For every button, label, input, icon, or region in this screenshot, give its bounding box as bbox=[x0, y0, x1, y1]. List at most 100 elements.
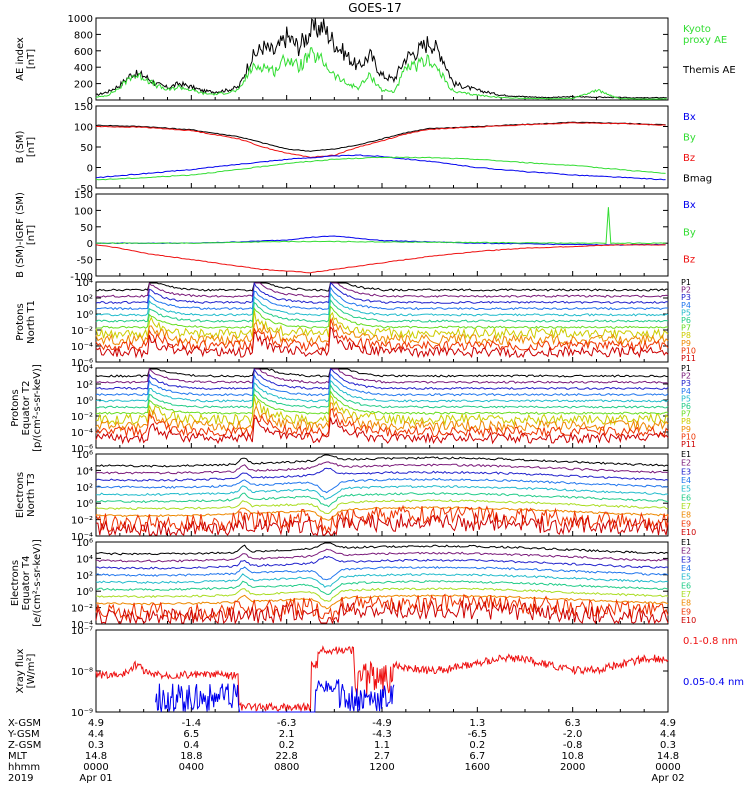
series-by bbox=[96, 207, 666, 245]
series-p6 bbox=[95, 383, 669, 409]
legend-channel-e4: E4 bbox=[681, 476, 691, 485]
x-tick-label: 6.3 bbox=[565, 718, 581, 729]
y-tick-label: 10⁴ bbox=[76, 364, 93, 375]
series-xray-0.05-0.4nm bbox=[155, 679, 395, 713]
legend-entry: Bz bbox=[683, 153, 695, 164]
x-tick-label: 18.8 bbox=[180, 751, 202, 762]
series-e8 bbox=[95, 506, 669, 521]
series-p10 bbox=[95, 407, 669, 439]
y-tick-label: 10⁶ bbox=[76, 450, 93, 461]
series-bx bbox=[95, 154, 666, 181]
x-tick-label: -6.5 bbox=[468, 729, 488, 740]
x-tick-label: 0.2 bbox=[469, 740, 485, 751]
series-e10 bbox=[95, 599, 669, 625]
x-row-label: 2019 bbox=[8, 773, 33, 784]
y-tick-label: 10⁻⁴ bbox=[71, 620, 93, 631]
x-tick-label: 0800 bbox=[274, 762, 299, 773]
legend-channel-p5: P5 bbox=[681, 394, 691, 403]
legend-channel-p8: P8 bbox=[681, 417, 691, 426]
y-tick-label: 100 bbox=[74, 123, 93, 134]
legend-entry: Kyoto bbox=[683, 24, 711, 35]
y-axis-label: North T3 bbox=[26, 473, 37, 517]
y-tick-label: 10⁻² bbox=[71, 604, 93, 615]
series-p3 bbox=[95, 368, 669, 390]
x-tick-label: 1200 bbox=[369, 762, 394, 773]
legend-entry: 0.05-0.4 nm bbox=[683, 677, 744, 688]
x-tick-label: 6.5 bbox=[183, 729, 199, 740]
y-tick-label: 10⁻² bbox=[71, 326, 93, 337]
x-tick-label: -1.4 bbox=[182, 718, 202, 729]
x-tick-label: 0400 bbox=[179, 762, 204, 773]
x-tick-label: 1600 bbox=[465, 762, 490, 773]
series-p3 bbox=[95, 281, 669, 304]
y-tick-label: 800 bbox=[74, 30, 93, 41]
x-row-label: MLT bbox=[8, 751, 28, 762]
series-bx bbox=[95, 235, 666, 246]
series-p1 bbox=[95, 282, 669, 292]
x-row-label: X-GSM bbox=[8, 718, 41, 729]
legend-channel-e2: E2 bbox=[681, 547, 691, 556]
series-p2 bbox=[95, 368, 669, 384]
y-tick-label: 10⁰ bbox=[76, 587, 93, 598]
legend-channel-p10: P10 bbox=[681, 432, 696, 441]
series-bmag bbox=[95, 121, 666, 152]
y-tick-label: 10⁻⁴ bbox=[71, 428, 93, 439]
series-p8 bbox=[95, 394, 669, 427]
y-axis-label: Protons bbox=[10, 389, 21, 426]
y-tick-label: 10⁻⁶ bbox=[71, 444, 93, 455]
x-tick-label: 2.7 bbox=[374, 751, 390, 762]
series-p10 bbox=[95, 318, 669, 353]
x-tick-label: Apr 02 bbox=[651, 773, 684, 784]
y-tick-label: 10⁴ bbox=[76, 466, 93, 477]
series-e8 bbox=[95, 594, 669, 610]
y-axis-label: AE index bbox=[15, 37, 26, 81]
legend-channel-p7: P7 bbox=[681, 410, 691, 419]
legend-entry: 0.1-0.8 nm bbox=[683, 636, 738, 647]
y-tick-label: 400 bbox=[74, 63, 93, 74]
y-tick-label: 1000 bbox=[68, 14, 93, 25]
y-axis-label: Electrons bbox=[10, 560, 21, 606]
legend-channel-e8: E8 bbox=[681, 511, 691, 520]
series-e4 bbox=[95, 477, 669, 494]
series-bz bbox=[95, 122, 666, 159]
legend-channel-e8: E8 bbox=[681, 599, 691, 608]
y-axis-label: [nT] bbox=[26, 49, 37, 69]
legend-channel-e9: E9 bbox=[681, 607, 691, 616]
series-p9 bbox=[95, 316, 669, 346]
legend-channel-p2: P2 bbox=[681, 286, 691, 295]
legend-channel-p6: P6 bbox=[681, 316, 691, 325]
y-tick-label: -100 bbox=[70, 272, 93, 283]
y-tick-label: 10⁻⁴ bbox=[71, 532, 93, 543]
legend-channel-e1: E1 bbox=[681, 450, 691, 459]
x-tick-label: 14.8 bbox=[657, 751, 679, 762]
x-tick-label: 6.7 bbox=[469, 751, 485, 762]
panel-1: AE index [nT] 0 200 400 600 800 1000 Kyotoproxy … bbox=[15, 14, 736, 107]
y-axis-label: [nT] bbox=[26, 137, 37, 157]
legend-channel-p7: P7 bbox=[681, 324, 691, 333]
y-tick-label: 10² bbox=[76, 294, 93, 305]
series-themis-ae bbox=[95, 17, 667, 99]
series-by bbox=[95, 156, 666, 181]
x-tick-label: 4.4 bbox=[660, 729, 676, 740]
x-tick-label: 4.9 bbox=[660, 718, 676, 729]
series-e4 bbox=[95, 565, 669, 581]
legend-channel-e6: E6 bbox=[681, 493, 691, 502]
legend-channel-p2: P2 bbox=[681, 372, 691, 381]
series-e6 bbox=[95, 492, 669, 508]
series-p2 bbox=[95, 282, 669, 298]
y-tick-label: 10⁴ bbox=[76, 278, 93, 289]
legend-channel-p6: P6 bbox=[681, 402, 691, 411]
y-tick-label: 0 bbox=[87, 96, 93, 107]
y-tick-label: 10⁻² bbox=[71, 516, 93, 527]
series-p4 bbox=[95, 373, 669, 397]
x-row-label: Z-GSM bbox=[8, 740, 41, 751]
legend-entry: Bz bbox=[683, 255, 695, 266]
legend-channel-e3: E3 bbox=[681, 467, 691, 476]
series-e9 bbox=[95, 504, 669, 535]
x-tick-label: -4.3 bbox=[372, 729, 392, 740]
legend-channel-e3: E3 bbox=[681, 555, 691, 564]
y-axis-label: B (SM)-IGRF (SM) bbox=[15, 192, 26, 278]
legend-channel-p10: P10 bbox=[681, 346, 696, 355]
